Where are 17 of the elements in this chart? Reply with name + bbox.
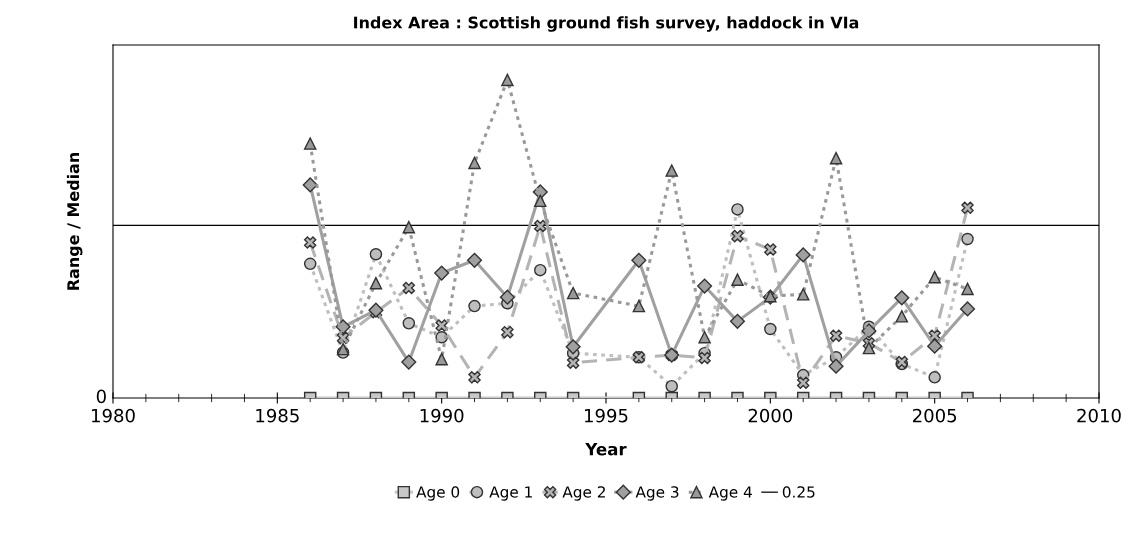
chart-title: Index Area : Scottish ground fish survey, haddock in VIa <box>354 16 859 32</box>
legend-label: Age 2 <box>562 486 605 501</box>
x-tick-label: 1985 <box>256 408 299 423</box>
x-tick-label: 2010 <box>1077 408 1121 423</box>
y-axis-title: Range / Median <box>66 153 83 290</box>
legend-label: Age 1 <box>489 486 532 501</box>
x-axis-title: Year <box>585 443 627 456</box>
x-tick-label: 1990 <box>420 408 464 423</box>
legend-label: Age 0 <box>416 486 460 501</box>
x-tick-label: 2005 <box>913 408 957 423</box>
legend-label: Age 3 <box>635 486 679 501</box>
x-tick-label: 2000 <box>748 408 793 423</box>
x-tick-label: 1995 <box>585 408 628 423</box>
text: 0 <box>96 389 106 404</box>
legend-label: Age 4 <box>708 486 752 501</box>
text: 0.25 <box>782 486 815 498</box>
x-tick-label: 1980 <box>92 408 135 423</box>
